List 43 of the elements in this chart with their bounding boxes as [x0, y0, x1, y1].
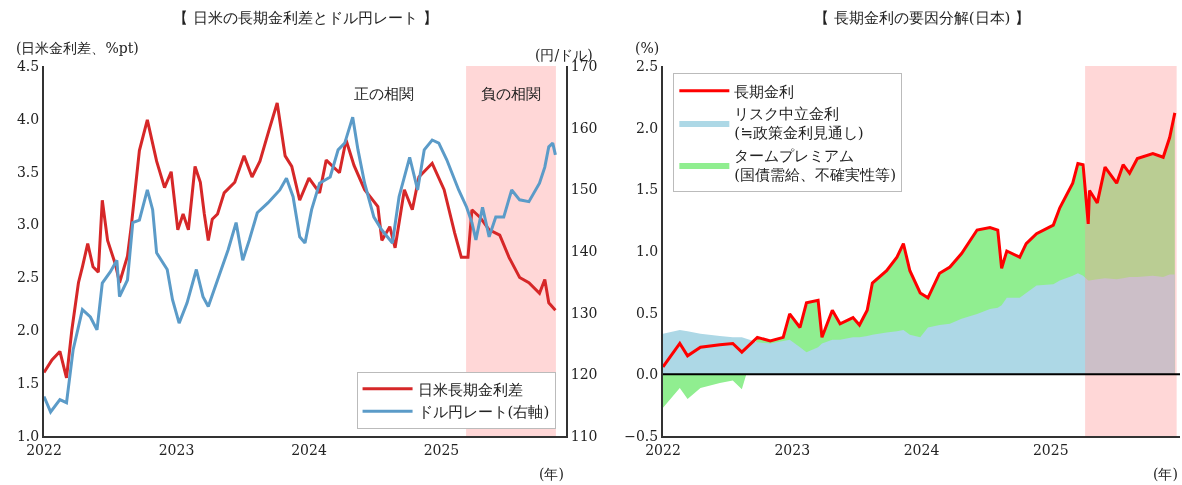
- y-tick-label: 0.5: [635, 304, 659, 321]
- chart-title: 【 日米の長期金利差とドル円レート 】: [173, 9, 438, 27]
- legend-label: ドル円レート(右軸): [417, 403, 550, 422]
- y-tick-label: 3.0: [16, 216, 40, 233]
- x-tick-label: 2022: [645, 441, 681, 458]
- legend-label: 日米長期金利差: [417, 380, 523, 399]
- y-tick-label: 1.5: [635, 181, 659, 198]
- legend-label: 長期金利: [734, 82, 795, 101]
- y-tick-label: 0.0: [635, 366, 659, 383]
- x-axis-title: (年): [539, 466, 564, 482]
- y2-tick-label: 110: [570, 427, 598, 444]
- x-tick-label: 2025: [423, 441, 460, 458]
- y-tick-label: 3.5: [16, 163, 40, 180]
- band-label: 負の相関: [481, 85, 541, 103]
- legend-label: リスク中立金利 (≒政策金利見通し): [734, 105, 864, 143]
- y-tick-label: 4.0: [16, 110, 40, 127]
- y2-tick-label: 160: [570, 119, 598, 136]
- y2-tick-label: 150: [570, 181, 598, 198]
- x-tick-label: 2023: [774, 441, 811, 458]
- y2-tick-label: 120: [570, 366, 598, 383]
- y-tick-label: 1.0: [635, 242, 659, 259]
- y-tick-label: 1.5: [16, 375, 40, 392]
- x-axis-title: (年): [1153, 466, 1178, 482]
- y2-tick-label: 140: [570, 242, 598, 259]
- y-tick-label: 1.0: [16, 427, 40, 444]
- y-tick-label: 2.5: [635, 57, 659, 74]
- y-tick-label: 4.5: [16, 57, 40, 74]
- y-axis-title: (%): [635, 40, 660, 56]
- line-series: [44, 101, 557, 380]
- x-tick-label: 2025: [1032, 441, 1069, 458]
- y-tick-label: 2.0: [635, 119, 659, 136]
- y2-tick-label: 130: [570, 304, 598, 321]
- x-tick-label: 2023: [158, 441, 195, 458]
- annotation: 正の相関: [354, 85, 414, 103]
- x-tick-label: 2024: [903, 441, 940, 458]
- chart-title: 【 長期金利の要因分解(日本) 】: [814, 9, 1031, 27]
- legend-label: タームプレミアム (国債需給、不確実性等): [734, 147, 897, 185]
- y-axis-title: (日米金利差、%pt): [16, 40, 139, 56]
- y-tick-label: −0.5: [624, 427, 659, 444]
- x-tick-label: 2024: [291, 441, 327, 458]
- x-tick-label: 2022: [26, 441, 62, 458]
- y-tick-label: 2.0: [16, 322, 40, 339]
- y-tick-label: 2.5: [16, 269, 40, 286]
